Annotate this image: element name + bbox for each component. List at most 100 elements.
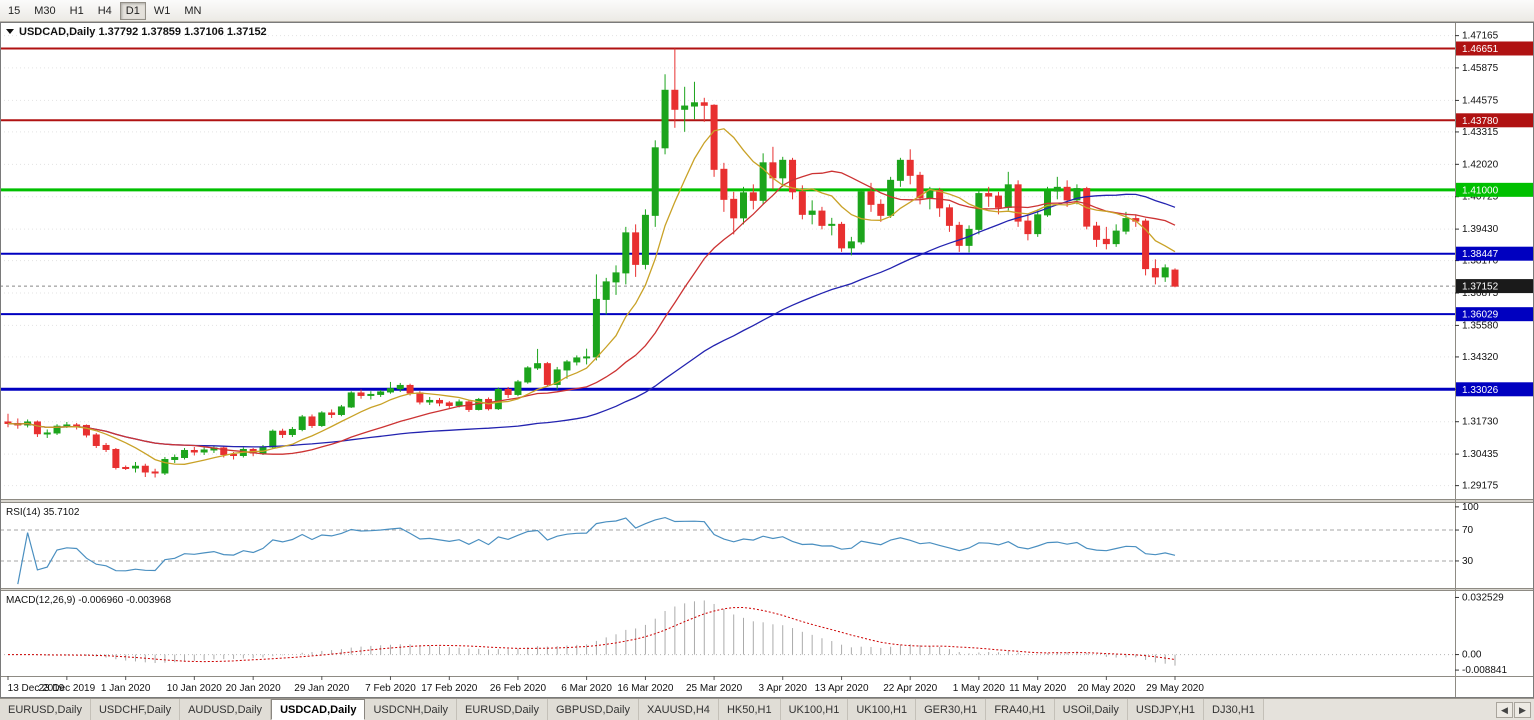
candle-up <box>661 89 669 149</box>
date-tick-label: 13 Dec 2019 <box>8 683 65 694</box>
candle-down <box>406 384 414 394</box>
current-price-badge: 1.37152 <box>1456 279 1533 294</box>
candle-up <box>524 367 532 383</box>
tf-m30-button[interactable]: M30 <box>28 2 61 20</box>
price-tick-label: 1.40725 <box>1462 192 1499 203</box>
candle-down <box>190 449 198 453</box>
candle-up <box>622 232 630 274</box>
price-level-badge: 1.36029 <box>1456 307 1533 322</box>
tab-usdcad-daily[interactable]: USDCAD,Daily <box>271 699 366 720</box>
date-tick-label: 16 Mar 2020 <box>617 683 674 694</box>
candle-down <box>230 453 238 456</box>
candle-down <box>671 89 679 110</box>
candle-up <box>896 159 904 181</box>
tf-w1-button[interactable]: W1 <box>148 2 177 20</box>
tab-usoil-daily[interactable]: USOil,Daily <box>1054 699 1128 720</box>
date-tick-label: 6 Mar 2020 <box>561 683 612 694</box>
candle-up <box>828 223 836 226</box>
candle-up <box>1004 184 1012 208</box>
candle-down <box>1024 220 1032 235</box>
date-tick-label: 11 May 2020 <box>1009 683 1067 694</box>
tf-mn-button[interactable]: MN <box>178 2 207 20</box>
candle-up <box>740 192 748 219</box>
price-tick-label: 1.38170 <box>1462 256 1499 267</box>
rsi-tick-label: 70 <box>1462 525 1474 536</box>
candle-down <box>877 203 885 216</box>
candle-down <box>1063 186 1071 201</box>
tab-hk50-h1[interactable]: HK50,H1 <box>718 699 781 720</box>
price-tick-label: 1.43315 <box>1462 127 1499 138</box>
candle-up <box>455 401 463 406</box>
tabs-scroll-right-icon[interactable]: ▶ <box>1514 701 1531 718</box>
tf-h1-button[interactable]: H1 <box>64 2 90 20</box>
tab-fra40-h1[interactable]: FRA40,H1 <box>986 699 1055 720</box>
candle-up <box>690 102 698 107</box>
price-tick-label: 1.30435 <box>1462 449 1499 460</box>
price-tick-label: 1.29175 <box>1462 481 1499 492</box>
tab-dj30-h1[interactable]: DJ30,H1 <box>1204 699 1264 720</box>
candle-down <box>789 159 797 193</box>
candle-up <box>583 356 591 359</box>
date-tick-label: 20 May 2020 <box>1077 683 1135 694</box>
tab-gbpusd-daily[interactable]: GBPUSD,Daily <box>548 699 639 720</box>
tab-uk100-h1[interactable]: UK100,H1 <box>780 699 849 720</box>
candle-up <box>43 432 51 435</box>
candle-up <box>857 191 865 243</box>
tab-xauusd-h4[interactable]: XAUUSD,H4 <box>638 699 719 720</box>
candle-up <box>975 193 983 230</box>
pane-separator[interactable] <box>0 499 1534 503</box>
candle-down <box>445 402 453 406</box>
candle-down <box>33 421 41 435</box>
tab-usdjpy-h1[interactable]: USDJPY,H1 <box>1127 699 1205 720</box>
pane-separator[interactable] <box>0 588 1534 591</box>
candle-down <box>435 399 443 404</box>
date-tick-label: 7 Feb 2020 <box>365 683 416 694</box>
tf-d1-button[interactable]: D1 <box>119 1 146 20</box>
chart-dropdown-icon[interactable] <box>6 29 14 34</box>
candle-down <box>4 421 12 424</box>
rsi-tick-label: 30 <box>1462 556 1474 567</box>
candle-up <box>181 449 189 458</box>
tab-eurusd-daily-2[interactable]: EURUSD,Daily <box>457 699 548 720</box>
timeframe-toolbar: 15 M30 H1 H4 D1 W1 MN <box>0 0 1534 22</box>
candle-up <box>592 298 600 358</box>
candle-down <box>1142 220 1150 270</box>
candle-up <box>759 162 767 201</box>
candle-down <box>357 392 365 396</box>
candle-up <box>808 210 816 215</box>
date-tick-label: 10 Jan 2020 <box>167 683 222 694</box>
candle-up <box>1073 188 1081 201</box>
candle-up <box>779 159 787 179</box>
candle-up <box>641 214 649 265</box>
candle-up <box>259 446 267 454</box>
ma-line-8 <box>7 128 1176 465</box>
candles-layer <box>4 48 1179 478</box>
candle-up <box>514 381 522 395</box>
date-tick-label: 17 Feb 2020 <box>421 683 478 694</box>
date-tick-label: 3 Apr 2020 <box>759 683 808 694</box>
tf-h4-button[interactable]: H4 <box>92 2 118 20</box>
price-axis[interactable]: 1.47165 1.45875 1.44575 1.43315 1.42020 1.407… <box>1455 31 1499 492</box>
candle-up <box>396 384 404 390</box>
candle-up <box>1161 267 1169 278</box>
price-level-badge: 1.46651 <box>1456 41 1533 56</box>
date-tick-label: 29 Jan 2020 <box>294 683 349 694</box>
tab-uk100-h1-2[interactable]: UK100,H1 <box>848 699 917 720</box>
candle-down <box>867 191 875 205</box>
tab-audusd-daily[interactable]: AUDUSD,Daily <box>180 699 272 720</box>
tab-ger30-h1[interactable]: GER30,H1 <box>916 699 987 720</box>
horizontal-level-lines[interactable] <box>0 47 1455 391</box>
date-tick-label: 29 May 2020 <box>1146 683 1204 694</box>
candle-down <box>220 447 228 455</box>
candle-down <box>1102 238 1110 245</box>
tab-usdcnh-daily[interactable]: USDCNH,Daily <box>365 699 458 720</box>
tf-15-button[interactable]: 15 <box>2 2 26 20</box>
candle-down <box>730 198 738 219</box>
tab-eurusd-daily[interactable]: EURUSD,Daily <box>0 699 91 720</box>
tabs-scroll-left-icon[interactable]: ◀ <box>1496 701 1513 718</box>
tab-usdchf-daily[interactable]: USDCHF,Daily <box>90 699 181 720</box>
price-level-badge: 1.43780 <box>1456 113 1533 128</box>
rsi-indicator-label: RSI(14) 35.7102 <box>6 507 80 518</box>
